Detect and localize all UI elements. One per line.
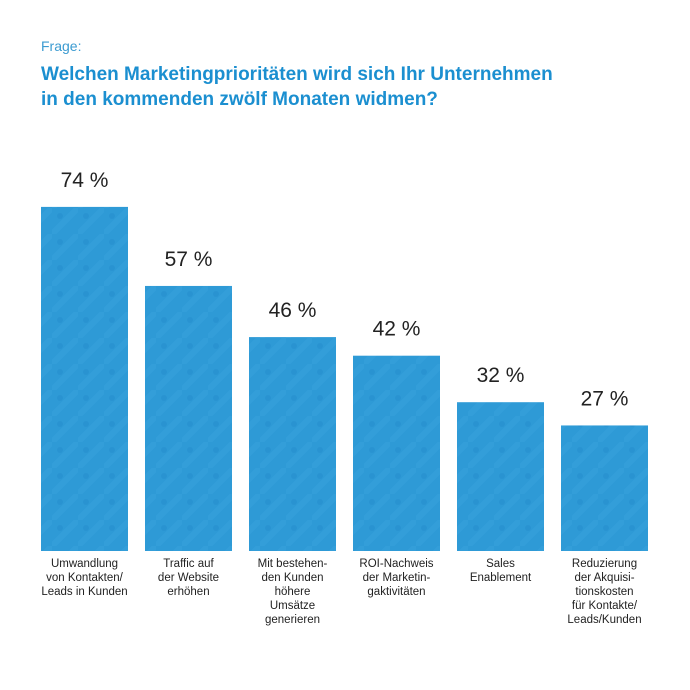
- category-label-line: ROI-Nachweis: [359, 558, 434, 570]
- bar-3: [249, 337, 336, 551]
- category-label-line: Leads/Kunden: [567, 614, 642, 626]
- question-label: Frage:: [41, 38, 82, 54]
- category-label-line: von Kontakten/: [46, 572, 123, 584]
- category-label-line: Umwandlung: [50, 558, 119, 570]
- category-label-line: der Akquisi-: [574, 572, 635, 584]
- bar-2: [145, 285, 232, 551]
- bar-1: [41, 206, 128, 551]
- category-label-3: Mit bestehen-den Kunden höhere Umsätze gene…: [238, 557, 348, 627]
- value-label-4: 42 %: [373, 318, 421, 341]
- bar-6: [561, 425, 648, 551]
- category-label-line: der Website: [157, 572, 220, 584]
- category-label-5: Sales Enablement: [446, 557, 556, 585]
- category-label-line: Traffic auf: [163, 558, 214, 570]
- category-label-line: Sales: [486, 558, 515, 570]
- category-label-line: gaktivitäten: [367, 586, 426, 598]
- value-label-3: 46 %: [269, 299, 317, 322]
- category-label-line: Enablement: [469, 572, 532, 584]
- category-label-line: tionskosten: [575, 586, 634, 598]
- bars-group: [41, 206, 648, 551]
- category-label-line: der Marketin-: [362, 572, 431, 584]
- value-label-2: 57 %: [165, 248, 213, 271]
- category-label-6: Reduzierung der Akquisi-tionskosten für Ko…: [550, 557, 660, 627]
- value-label-1: 74 %: [61, 169, 109, 192]
- value-label-5: 32 %: [477, 364, 525, 387]
- category-label-line: Leads in Kunden: [41, 586, 128, 598]
- category-label-1: Umwandlung von Kontakten/Leads in Kunden: [30, 557, 140, 599]
- title-line-2: in den kommenden zwölf Monaten widmen?: [41, 89, 438, 110]
- category-label-line: höhere: [274, 586, 311, 598]
- title-line-1: Welchen Marketingprioritäten wird sich I…: [41, 64, 553, 85]
- category-label-2: Traffic auf der Website erhöhen: [134, 557, 244, 599]
- category-label-line: generieren: [265, 614, 320, 626]
- bar-5: [457, 402, 544, 551]
- bar-4: [353, 355, 440, 551]
- category-label-line: Umsätze: [269, 600, 316, 612]
- category-label-line: Mit bestehen-: [257, 558, 328, 570]
- category-label-line: erhöhen: [167, 586, 210, 598]
- page-title: Welchen Marketingprioritäten wird sich I…: [41, 62, 661, 112]
- category-label-line: für Kontakte/: [571, 600, 638, 612]
- category-label-line: den Kunden: [261, 572, 324, 584]
- category-label-4: ROI-Nachweis der Marketin-gaktivitäten: [342, 557, 452, 599]
- category-label-line: Reduzierung: [571, 558, 638, 570]
- value-label-6: 27 %: [581, 387, 629, 410]
- value-labels-group: 74 % 57 % 46 % 42 % 32 % 27 %: [61, 169, 629, 411]
